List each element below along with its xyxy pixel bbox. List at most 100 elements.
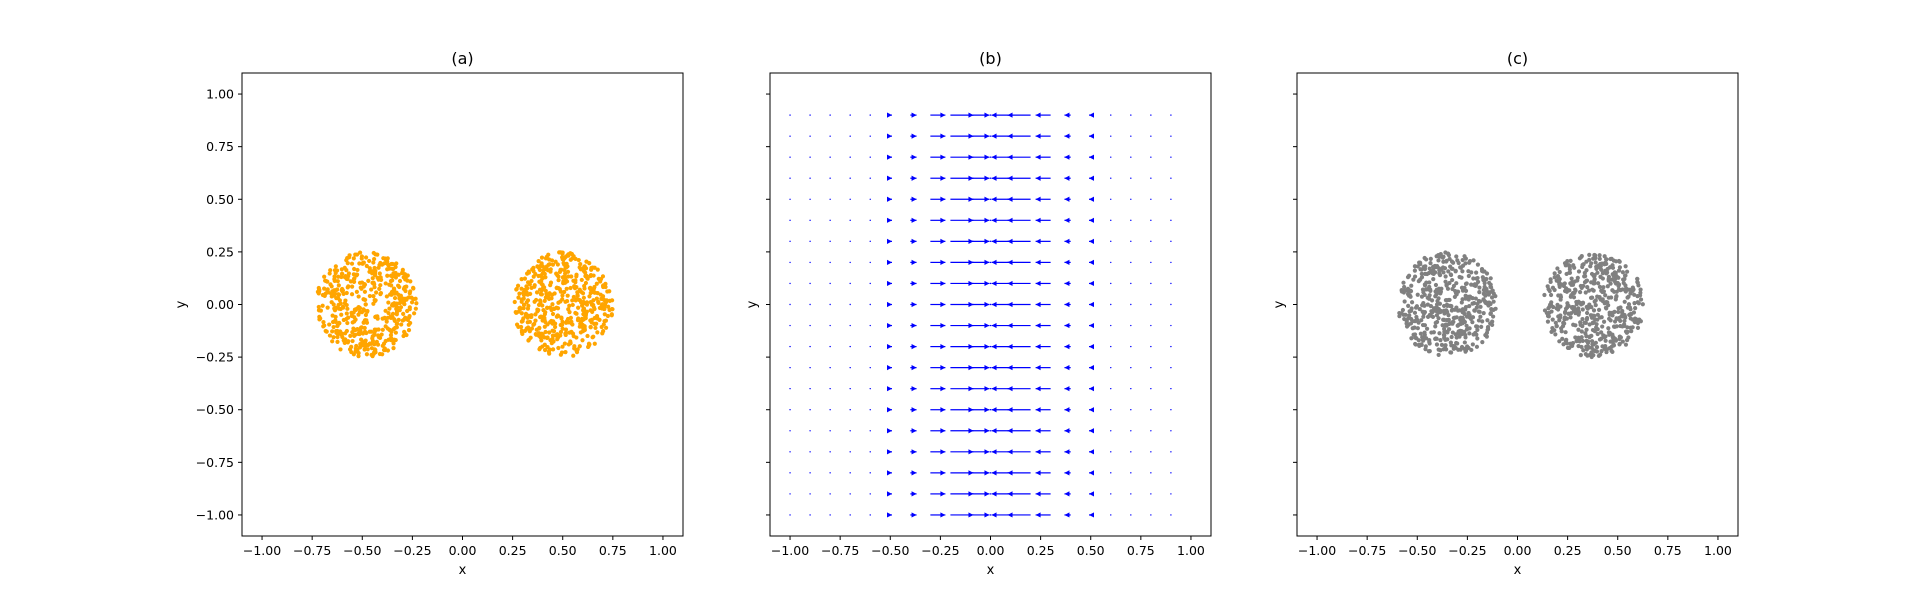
chart-2-point-1-407 bbox=[1592, 272, 1597, 278]
chart-2-point-1-167 bbox=[1568, 258, 1573, 263]
chart-0-point-0-58 bbox=[414, 301, 419, 306]
chart-0-point-0-393 bbox=[375, 342, 381, 347]
chart-0-point-1-392 bbox=[567, 310, 572, 315]
chart-1-arrow-4-14 bbox=[869, 219, 871, 222]
chart-1-arrow-17-17 bbox=[1130, 156, 1132, 158]
chart-1-arrow-17-9 bbox=[1130, 324, 1132, 327]
chart-0-point-1-422 bbox=[535, 307, 540, 312]
chart-1-arrow-17-7 bbox=[1130, 366, 1132, 369]
chart-0-point-0-363 bbox=[392, 290, 398, 295]
chart-1-arrow-7-1 bbox=[930, 491, 946, 497]
chart-2-point-0-448 bbox=[1485, 318, 1490, 323]
chart-1-arrow-2-1 bbox=[829, 493, 831, 495]
chart-0-point-0-214 bbox=[394, 325, 399, 330]
chart-2-x-tick-label: 0.50 bbox=[1604, 543, 1632, 558]
chart-2-point-0-477 bbox=[1488, 284, 1493, 289]
chart-1-arrow-5-2 bbox=[887, 470, 893, 476]
chart-2-point-0-325 bbox=[1424, 326, 1430, 331]
chart-0-point-0-302 bbox=[337, 298, 342, 303]
chart-0-title: (a) bbox=[451, 49, 473, 68]
chart-1-arrow-7-0 bbox=[930, 512, 946, 518]
chart-0-point-1-450 bbox=[574, 350, 580, 355]
chart-0-y-tick-label: −1.00 bbox=[196, 507, 234, 522]
chart-2-point-0-224 bbox=[1434, 287, 1439, 292]
chart-1-arrow-9-3 bbox=[970, 449, 990, 455]
chart-1-arrow-18-18 bbox=[1150, 135, 1152, 137]
chart-1-arrow-8-1 bbox=[950, 491, 974, 497]
chart-0-point-1-307 bbox=[605, 313, 610, 319]
chart-2-point-1-194 bbox=[1550, 285, 1556, 290]
chart-2-point-1-387 bbox=[1546, 306, 1551, 311]
chart-2-point-1-464 bbox=[1576, 335, 1581, 340]
chart-1-arrow-1-12 bbox=[809, 261, 811, 264]
chart-0-point-0-438 bbox=[359, 325, 364, 330]
chart-0-point-0-116 bbox=[409, 300, 415, 305]
chart-0-point-0-434 bbox=[387, 306, 392, 311]
chart-1-arrow-19-11 bbox=[1170, 282, 1172, 285]
chart-0-point-0-417 bbox=[402, 330, 407, 336]
chart-0-point-0-127 bbox=[348, 279, 353, 284]
chart-2-point-0-459 bbox=[1457, 331, 1462, 336]
chart-2-point-1-356 bbox=[1571, 295, 1577, 300]
chart-0-point-0-293 bbox=[390, 261, 395, 267]
chart-2-point-0-484 bbox=[1431, 277, 1436, 282]
chart-2-point-0-341 bbox=[1460, 269, 1465, 274]
chart-2-point-1-228 bbox=[1610, 277, 1615, 282]
chart-2-point-0-433 bbox=[1404, 321, 1409, 326]
chart-1-arrow-head bbox=[984, 154, 990, 160]
chart-1-arrow-16-11 bbox=[1110, 282, 1112, 285]
chart-0-point-1-343 bbox=[512, 299, 517, 305]
chart-2-point-1-420 bbox=[1565, 259, 1570, 264]
chart-1-arrow-13-17 bbox=[1035, 154, 1051, 160]
chart-1-arrow-16-2 bbox=[1110, 472, 1112, 474]
chart-1-arrow-12-8 bbox=[1007, 343, 1031, 350]
chart-0-point-0-424 bbox=[364, 352, 370, 357]
chart-1-arrow-head bbox=[1064, 280, 1070, 287]
chart-0-point-1-378 bbox=[590, 302, 595, 307]
chart-1-arrow-10-2 bbox=[989, 472, 992, 474]
chart-2-point-1-472 bbox=[1583, 331, 1588, 336]
chart-2-point-0-114 bbox=[1482, 281, 1487, 286]
chart-2-point-0-494 bbox=[1458, 265, 1463, 270]
chart-1-arrow-19-12 bbox=[1170, 261, 1172, 264]
chart-0-point-0-389 bbox=[393, 330, 398, 335]
chart-1-arrow-7-15 bbox=[930, 196, 946, 202]
chart-2-point-0-328 bbox=[1438, 308, 1443, 314]
chart-0-point-1-404 bbox=[554, 314, 559, 319]
chart-1-arrow-7-17 bbox=[930, 154, 946, 160]
chart-0-point-0-69 bbox=[329, 300, 334, 305]
chart-1-arrow-6-18 bbox=[910, 133, 917, 139]
chart-1-y-axis bbox=[766, 93, 770, 516]
chart-1-arrow-head bbox=[991, 449, 997, 455]
chart-1-arrow-12-10 bbox=[1007, 301, 1031, 308]
chart-1-arrow-head bbox=[1064, 386, 1070, 392]
chart-1-arrow-14-0 bbox=[1064, 512, 1071, 518]
chart-1-arrow-4-18 bbox=[869, 135, 871, 137]
chart-0-point-1-362 bbox=[562, 267, 567, 273]
chart-0-point-1-497 bbox=[577, 265, 582, 270]
chart-1-arrow-1-13 bbox=[809, 240, 811, 243]
chart-0-y-axis: −1.00−0.75−0.50−0.250.000.250.500.751.00 bbox=[196, 87, 242, 522]
chart-0-point-1-4 bbox=[594, 296, 599, 301]
chart-0-point-0-479 bbox=[371, 294, 376, 299]
chart-1-arrow-12-15 bbox=[1007, 196, 1031, 202]
chart-2-point-1-396 bbox=[1590, 327, 1596, 333]
chart-1-arrow-head bbox=[1088, 112, 1094, 118]
chart-2-point-1-12 bbox=[1596, 281, 1601, 286]
chart-1-arrow-0-8 bbox=[789, 345, 791, 348]
chart-1-arrow-head bbox=[1035, 112, 1041, 118]
chart-1-arrow-head bbox=[1064, 301, 1070, 308]
chart-1-arrow-head bbox=[991, 365, 997, 371]
chart-2-point-0-405 bbox=[1427, 349, 1432, 354]
chart-1-arrow-head bbox=[1035, 322, 1041, 329]
chart-0-point-1-233 bbox=[565, 293, 570, 298]
chart-1-arrow-13-11 bbox=[1035, 280, 1051, 287]
chart-1-arrow-1-6 bbox=[809, 387, 811, 390]
chart-2-point-0-438 bbox=[1489, 295, 1495, 300]
chart-2-point-0-301 bbox=[1433, 324, 1438, 329]
chart-1-arrow-14-2 bbox=[1064, 470, 1071, 476]
chart-1-arrow-6-10 bbox=[910, 301, 917, 308]
chart-2-point-0-331 bbox=[1434, 342, 1440, 347]
chart-2-point-1-89 bbox=[1612, 319, 1618, 324]
chart-1-arrow-head bbox=[1007, 217, 1013, 223]
